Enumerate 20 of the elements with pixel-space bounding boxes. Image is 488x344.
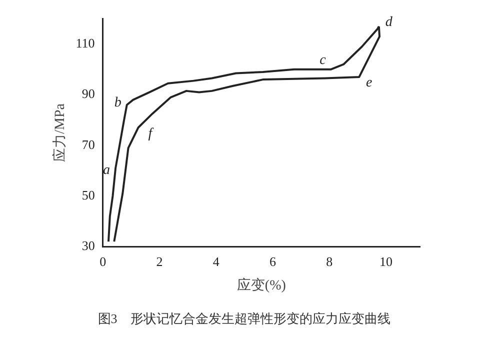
y-axis-title: 应力/MPa	[52, 102, 68, 162]
y-tick-label: 70	[82, 136, 95, 152]
annotation: f	[148, 126, 154, 142]
annotation: d	[385, 15, 394, 30]
y-tick-label: 30	[82, 238, 95, 254]
annotation: c	[320, 53, 327, 68]
annotation: a	[103, 162, 110, 178]
y-tick-label: 50	[82, 187, 95, 202]
x-tick-label: 4	[212, 254, 220, 269]
y-tick-label: 110	[76, 36, 95, 51]
y-tick-label: 90	[82, 86, 95, 102]
caption: 图3 形状记忆合金发生超弹性形变的应力应变曲线	[96, 310, 392, 328]
x-tick-label: 8	[326, 254, 333, 269]
x-tick-label: 0	[100, 254, 106, 269]
annotation: e	[366, 76, 372, 91]
x-tick-label: 2	[156, 254, 163, 269]
x-tick-label: 6	[269, 254, 276, 269]
x-axis-title: 应变(%)	[236, 277, 286, 294]
x-tick-label: 10	[380, 254, 393, 269]
annotation: b	[114, 96, 122, 111]
